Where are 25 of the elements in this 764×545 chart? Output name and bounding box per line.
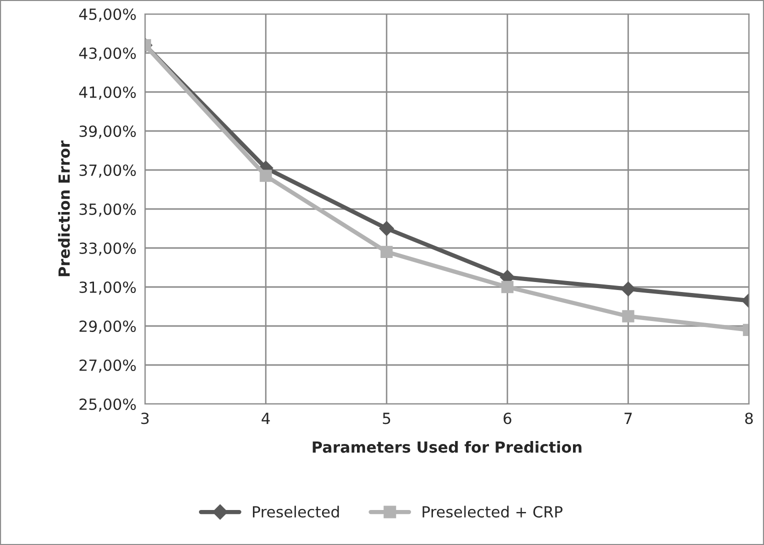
- y-tick-label: 25,00%: [80, 398, 136, 412]
- point: [260, 170, 272, 182]
- y-tick-label: 31,00%: [80, 281, 136, 295]
- x-tick-label: 7: [624, 412, 632, 424]
- point: [379, 221, 394, 236]
- point: [501, 280, 514, 294]
- y-axis-title: Prediction Error: [58, 140, 70, 276]
- legend-label: Preselected: [252, 506, 339, 518]
- point: [380, 246, 393, 258]
- x-tick-label: 4: [262, 412, 270, 424]
- x-tick-label: 8: [745, 412, 753, 424]
- y-tick-label: 37,00%: [80, 164, 136, 178]
- x-tick-label: 6: [504, 412, 512, 424]
- legend-label: Preselected + CRP: [422, 506, 562, 518]
- x-tick-label: 5: [382, 412, 390, 424]
- y-tick-label: 35,00%: [80, 203, 136, 217]
- y-tick-label: 27,00%: [80, 359, 136, 373]
- y-tick-label: 41,00%: [79, 86, 136, 100]
- y-tick-label: 39,00%: [80, 125, 136, 139]
- y-tick-label: 45,00%: [79, 8, 136, 22]
- y-tick-label: 43,00%: [79, 47, 136, 61]
- y-tick-label: 29,00%: [80, 320, 136, 334]
- x-tick-label: 3: [141, 412, 149, 424]
- y-tick-label: 33,00%: [80, 242, 136, 256]
- x-axis-title: Parameters Used for Prediction: [312, 441, 582, 453]
